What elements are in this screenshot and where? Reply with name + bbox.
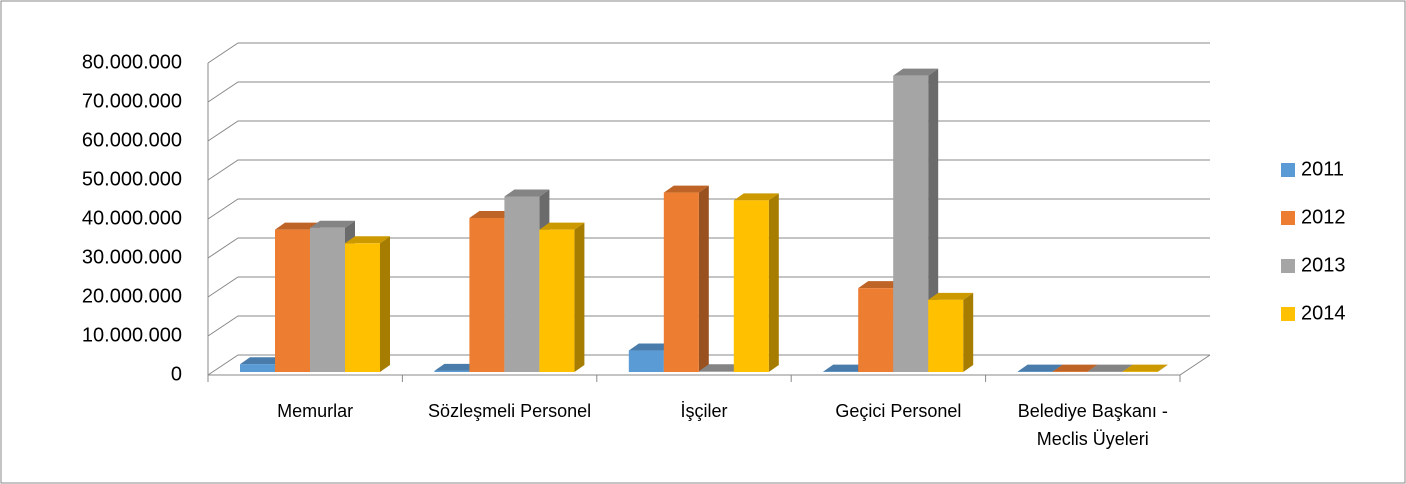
legend-label: 2012 bbox=[1301, 206, 1346, 228]
x-tick-label: Sözleşmeli Personel bbox=[428, 401, 592, 421]
bar-top bbox=[858, 281, 904, 289]
bar-top bbox=[663, 185, 709, 193]
bar bbox=[1122, 364, 1168, 372]
bar-top bbox=[628, 343, 674, 351]
bar-top bbox=[698, 364, 744, 372]
bar-side bbox=[574, 222, 585, 372]
bar-front bbox=[275, 229, 310, 372]
bar-front bbox=[858, 288, 894, 372]
bar bbox=[928, 292, 974, 372]
bar-top bbox=[733, 193, 779, 201]
bar-front bbox=[310, 227, 345, 372]
bar-top bbox=[240, 357, 285, 365]
bar bbox=[663, 185, 709, 372]
bar-top bbox=[823, 364, 869, 372]
grid-line bbox=[207, 81, 1210, 103]
y-tick-label: 70.000.000 bbox=[82, 90, 182, 112]
grid-line bbox=[207, 42, 1210, 64]
bar-top bbox=[893, 68, 939, 76]
bar-top bbox=[1052, 364, 1098, 372]
grid-line bbox=[207, 159, 1210, 181]
bar-top bbox=[310, 220, 355, 228]
legend-label: 2014 bbox=[1301, 302, 1346, 324]
bar-front bbox=[698, 371, 734, 372]
bar-side bbox=[1157, 364, 1168, 372]
bar-top bbox=[1122, 364, 1168, 372]
bar-side bbox=[698, 185, 709, 372]
bar-top bbox=[275, 222, 320, 230]
bar-top bbox=[504, 189, 550, 197]
bar-front bbox=[928, 299, 964, 372]
grid-line bbox=[207, 198, 1210, 220]
y-tick-label: 80.000.000 bbox=[82, 51, 182, 73]
legend-swatch bbox=[1281, 259, 1295, 273]
bar-side bbox=[768, 193, 779, 372]
bar-front bbox=[663, 192, 699, 372]
bar-front bbox=[434, 370, 470, 372]
y-tick-label: 50.000.000 bbox=[82, 168, 182, 190]
bar bbox=[345, 236, 390, 372]
bar-front bbox=[504, 196, 540, 372]
y-tick-label: 60.000.000 bbox=[82, 129, 182, 151]
bar-top bbox=[928, 292, 974, 300]
bar-top bbox=[1087, 364, 1133, 372]
y-tick-label: 30.000.000 bbox=[82, 246, 182, 268]
legend-label: 2013 bbox=[1301, 254, 1346, 276]
bar-front bbox=[539, 229, 575, 372]
bar-front bbox=[345, 243, 380, 372]
bar-front bbox=[893, 75, 929, 372]
x-tick-label: Memurlar bbox=[277, 401, 354, 421]
bar bbox=[539, 222, 585, 372]
bar-side bbox=[380, 236, 390, 372]
x-tick-label: İşçiler bbox=[680, 401, 728, 421]
bar-front bbox=[469, 217, 505, 372]
bar bbox=[733, 193, 779, 372]
grid-line bbox=[207, 120, 1210, 142]
legend-swatch bbox=[1281, 307, 1295, 321]
bar-front bbox=[733, 200, 769, 372]
legend-swatch bbox=[1281, 211, 1295, 225]
legend-swatch bbox=[1281, 163, 1295, 177]
grid-line bbox=[207, 276, 1210, 298]
bar-top bbox=[1017, 364, 1063, 372]
legend-label: 2011 bbox=[1301, 158, 1344, 180]
bar-top bbox=[434, 363, 480, 371]
bar-top bbox=[345, 236, 390, 244]
bar-top bbox=[539, 222, 585, 230]
x-tick-label: Belediye Başkanı - Meclis Üyeleri bbox=[1017, 401, 1168, 449]
bar-top bbox=[469, 210, 515, 218]
x-tick-label: Geçici Personel bbox=[835, 401, 962, 421]
grid-line bbox=[207, 237, 1210, 259]
y-tick-label: 40.000.000 bbox=[82, 207, 182, 229]
y-tick-label: 20.000.000 bbox=[82, 285, 182, 307]
bar-front bbox=[628, 350, 664, 372]
bar-side bbox=[963, 292, 974, 372]
y-tick-label: 10.000.000 bbox=[82, 324, 182, 346]
bar-front bbox=[240, 364, 275, 372]
y-tick-label: 0 bbox=[171, 363, 182, 385]
